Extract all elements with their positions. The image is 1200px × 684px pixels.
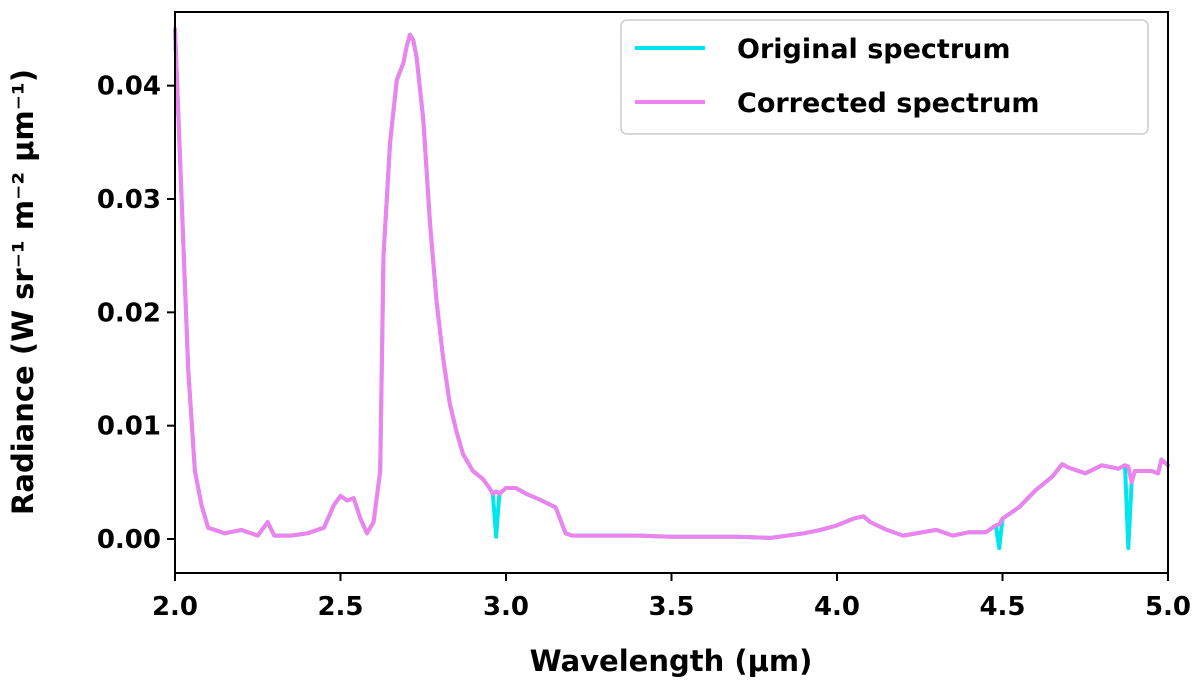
legend-box (620, 19, 1149, 135)
y-tick-label: 0.00 (97, 525, 161, 555)
legend-label-corrected: Corrected spectrum (737, 88, 1040, 119)
series-line-corrected (173, 27, 1170, 540)
x-tick-label: 4.5 (979, 592, 1025, 622)
x-tick-label: 3.0 (483, 592, 529, 622)
y-tick-label: 0.01 (97, 412, 161, 442)
legend-label-original: Original spectrum (737, 34, 1011, 65)
x-tick-label: 3.5 (648, 592, 694, 622)
y-axis-label: Radiance (W sr⁻¹ m⁻² μm⁻¹) (6, 69, 40, 515)
y-tick-label: 0.02 (97, 298, 161, 328)
x-tick-label: 2.5 (317, 592, 363, 622)
x-axis-label: Wavelength (μm) (530, 644, 813, 678)
x-axis: 2.0 2.5 3.0 3.5 4.0 4.5 5.0 (152, 573, 1191, 622)
series-layer (173, 27, 1170, 551)
y-tick-label: 0.04 (97, 72, 161, 102)
x-tick-label: 5.0 (1145, 592, 1191, 622)
x-tick-label: 4.0 (814, 592, 860, 622)
legend: Original spectrum Corrected spectrum (620, 19, 1149, 135)
y-tick-label: 0.03 (97, 185, 161, 215)
x-tick-label: 2.0 (152, 592, 198, 622)
y-axis: 0.00 0.01 0.02 0.03 0.04 (97, 72, 175, 555)
